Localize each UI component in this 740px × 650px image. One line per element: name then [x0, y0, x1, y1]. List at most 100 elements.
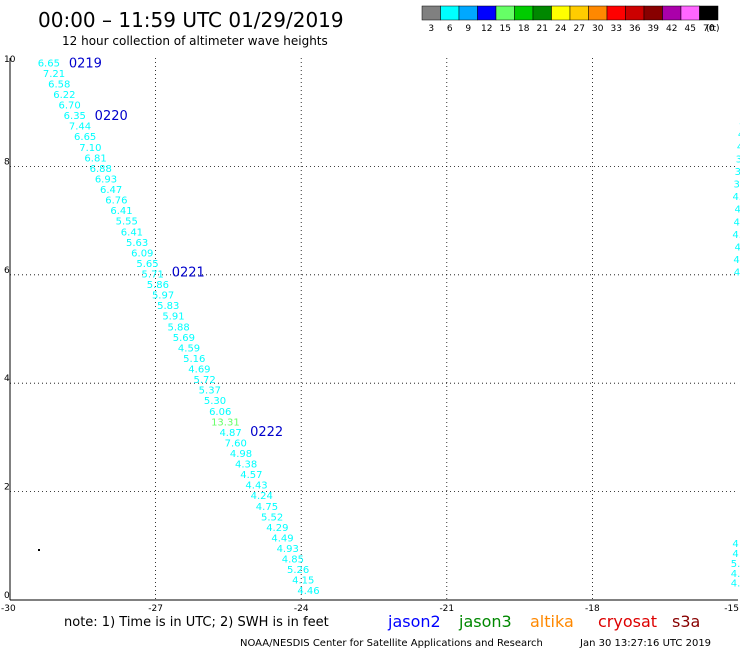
swh-value-label: 3.97: [734, 180, 740, 191]
y-tick-label: 0: [4, 591, 10, 601]
swh-value-label: 6.65: [74, 132, 96, 143]
colorbar-label: 21: [537, 24, 548, 34]
swh-value-label: 4.27: [732, 192, 740, 203]
swh-value-label: 5.83: [157, 301, 179, 312]
y-tick-label: 2: [4, 483, 10, 493]
swh-value-label: 5.: [731, 559, 740, 570]
swh-value-label: 6.81: [84, 153, 106, 164]
swh-value-label: 4.: [731, 569, 740, 580]
time-label: 0222: [250, 425, 283, 440]
swh-value-label: 4.38: [235, 460, 257, 471]
swh-value-label: 6.65: [38, 58, 60, 69]
swh-value-label: 4.85: [282, 555, 304, 566]
swh-value-label: 6.70: [58, 101, 80, 112]
swh-value-label: 4.24: [251, 491, 273, 502]
swh-value-label: 5.16: [183, 354, 205, 365]
swh-value-label: 5.26: [287, 565, 309, 576]
swh-value-label: 5.88: [168, 322, 190, 333]
colorbar-label: 30: [592, 24, 604, 34]
swh-value-label: 13.31: [211, 417, 240, 428]
swh-value-label: 4.43: [245, 481, 267, 492]
y-tick-label: 4: [4, 374, 10, 384]
x-tick-label: -18: [585, 604, 600, 614]
swh-value-label: 4.46: [297, 586, 319, 597]
colorbar-swatch: [514, 5, 534, 21]
chart-title: 00:00 – 11:59 UTC 01/29/2019: [38, 8, 344, 32]
colorbar-swatch: [477, 5, 497, 21]
colorbar-unit-label: (ft): [706, 24, 720, 34]
swh-value-label: 5.37: [199, 386, 221, 397]
colorbar-label: 45: [685, 24, 696, 34]
x-tick-label: -24: [294, 604, 309, 614]
swh-value-label: 4.75: [256, 502, 278, 513]
colorbar-label: 70: [703, 24, 715, 34]
colorbar-label: 42: [666, 24, 677, 34]
swh-value-label: 6.41: [110, 206, 132, 217]
x-tick-label: -27: [148, 604, 163, 614]
swh-value-label: 4.0: [735, 205, 740, 216]
colorbar-swatch: [662, 5, 682, 21]
satellite-legend-cryosat: cryosat: [598, 612, 657, 631]
swh-value-label: 6.88: [90, 164, 112, 175]
colorbar-swatch: [458, 5, 478, 21]
satellite-legend: jason2 jason3 altika cryosat s3a: [387, 612, 700, 631]
swh-value-label: 6.22: [53, 90, 75, 101]
swh-value-label: 4.07: [738, 129, 740, 140]
footer-note: note: 1) Time is in UTC; 2) SWH is in fe…: [64, 615, 329, 630]
colorbar-swatch: [680, 5, 700, 21]
swh-value-label: 4: [732, 539, 738, 550]
swh-value-label: 4.: [734, 242, 740, 253]
colorbar-swatch: [495, 5, 515, 21]
colorbar-label: 24: [555, 24, 567, 34]
swh-value-label: 7.44: [69, 122, 91, 133]
swh-value-label: 6.35: [64, 111, 86, 122]
colorbar-label: 18: [518, 24, 530, 34]
footer-credit: NOAA/NESDIS Center for Satellite Applica…: [240, 638, 543, 649]
swh-value-label: 4.29: [266, 523, 288, 534]
colorbar-label: 15: [500, 24, 511, 34]
satellite-legend-s3a: s3a: [672, 612, 700, 631]
swh-value-label: 3.89: [735, 167, 740, 178]
y-tick-label: 6: [4, 266, 10, 276]
y-tick-label: 8: [4, 157, 10, 167]
swh-value-label: 6.09: [131, 248, 153, 259]
colorbar-label: 6: [447, 24, 453, 34]
y-tick-label: 10: [4, 55, 16, 65]
colorbar-label: 39: [648, 24, 660, 34]
stray-dot: [38, 549, 40, 551]
satellite-legend-jason2: jason2: [387, 612, 441, 631]
colorbar-label: 3: [428, 24, 434, 34]
colorbar-swatch: [532, 5, 552, 21]
swh-value-label: 4.1: [732, 230, 740, 241]
swh-value-label: 5.97: [152, 291, 174, 302]
colorbar-swatch: [569, 5, 589, 21]
swh-value-label: 3.72: [736, 154, 740, 165]
swh-value-label: 5.30: [204, 396, 226, 407]
colorbar-swatch: [440, 5, 460, 21]
colorbar-swatch: [421, 5, 441, 21]
colorbar-swatch: [588, 5, 608, 21]
swh-value-label: 5.72: [193, 375, 215, 386]
swh-value-label: 4.93: [277, 544, 299, 555]
colorbar-label: 12: [481, 24, 492, 34]
plot-area: [10, 58, 738, 600]
swh-value-label: 4: [732, 549, 738, 560]
swh-value-label: 6.47: [100, 185, 122, 196]
swh-value-label: 5.52: [261, 512, 283, 523]
swh-value-label: 4.02: [737, 142, 740, 153]
axes: [9, 58, 738, 601]
x-tick-label: -21: [439, 604, 454, 614]
swh-value-label: 4.0: [733, 217, 740, 228]
satellite-legend-altika: altika: [530, 612, 574, 631]
colorbar-swatch: [643, 5, 663, 21]
swh-value-label: 4.87: [219, 428, 241, 439]
colorbar-label: 33: [611, 24, 622, 34]
swh-value-label: 5.91: [162, 312, 184, 323]
colorbar-label: 36: [629, 24, 641, 34]
colorbar-label: 27: [574, 24, 585, 34]
colorbar-swatch: [606, 5, 626, 21]
swh-value-label: 4.98: [230, 449, 252, 460]
swh-value-label: 4.: [733, 255, 740, 266]
satellite-legend-jason3: jason3: [458, 612, 512, 631]
